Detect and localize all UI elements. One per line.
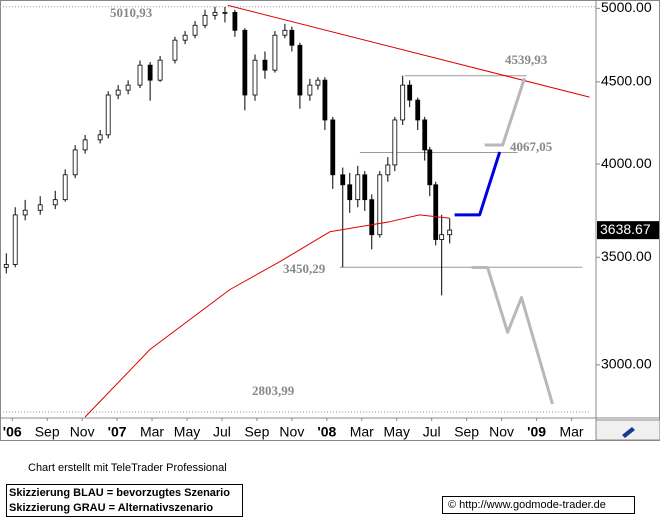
level-label: 5010,93 xyxy=(110,5,153,20)
last-price-label: 3638.67 xyxy=(600,221,651,237)
candle-body xyxy=(37,204,43,211)
candle-body xyxy=(82,139,88,151)
candle-body xyxy=(322,79,328,121)
candle-body xyxy=(137,64,143,86)
y-tick-label: 3000.00 xyxy=(601,356,652,372)
candle-body xyxy=(297,44,303,96)
level-label: 2803,99 xyxy=(252,383,295,398)
candle-body xyxy=(282,29,288,36)
y-tick-label: 4000.00 xyxy=(601,155,652,171)
x-tick-label: Nov xyxy=(70,424,95,440)
candle-body xyxy=(377,174,383,236)
candle-body xyxy=(447,229,453,236)
candle-body xyxy=(307,84,313,96)
legend-text: Skizzierung BLAU = bevorzugtes Szenario xyxy=(9,487,230,499)
candle-body xyxy=(400,84,406,121)
x-tick-label: '06 xyxy=(3,424,22,440)
candle-body xyxy=(347,184,353,201)
candle-body xyxy=(369,199,375,236)
candle-body xyxy=(355,174,361,201)
candle-body xyxy=(272,34,278,71)
candle-body xyxy=(97,134,103,141)
x-tick-label: May xyxy=(384,424,410,440)
x-tick-label: May xyxy=(174,424,200,440)
candle-body xyxy=(427,149,433,186)
level-label: 4539,93 xyxy=(505,52,548,67)
candle-body xyxy=(407,84,413,101)
x-tick-label: Mar xyxy=(140,424,164,440)
last-price-box xyxy=(597,221,659,240)
line-series xyxy=(84,214,450,418)
candle-body xyxy=(439,234,445,240)
candle-body xyxy=(52,199,58,206)
candle-body xyxy=(72,149,78,176)
candle-body xyxy=(105,94,111,136)
line-series xyxy=(471,266,554,405)
candle-body xyxy=(157,59,163,81)
candle-body xyxy=(385,164,391,176)
candle-body xyxy=(125,84,131,91)
candle-body xyxy=(422,119,428,151)
candle-body xyxy=(252,59,258,96)
candle-body xyxy=(315,79,321,86)
candle-body xyxy=(62,174,68,201)
candle-body xyxy=(433,184,439,240)
pencil-icon xyxy=(622,427,635,438)
line-series xyxy=(454,151,502,217)
x-tick-label: Sep xyxy=(244,424,269,440)
candle-body xyxy=(242,29,248,96)
candle-body xyxy=(222,11,228,14)
x-tick-label: Sep xyxy=(454,424,479,440)
y-tick-label: 5000.00 xyxy=(601,0,652,15)
candle-body xyxy=(415,99,421,121)
candle-body xyxy=(232,11,238,31)
candle-body xyxy=(212,11,218,16)
y-tick-label: 3500.00 xyxy=(601,248,652,264)
line-series xyxy=(227,4,590,98)
x-tick-label: '08 xyxy=(317,424,336,440)
x-tick-label: '09 xyxy=(527,424,546,440)
legend-box xyxy=(6,484,243,517)
x-tick-label: Mar xyxy=(559,424,583,440)
candle-body xyxy=(172,39,178,61)
line-series xyxy=(484,77,526,147)
url: © http://www.godmode-trader.de xyxy=(448,499,606,511)
x-tick-label: Nov xyxy=(279,424,304,440)
x-tick-label: '07 xyxy=(108,424,127,440)
candle-body xyxy=(3,264,9,268)
y-tick-label: 4500.00 xyxy=(601,73,652,89)
candle-body xyxy=(182,34,188,41)
candle-body xyxy=(115,89,121,96)
candle-body xyxy=(22,209,28,216)
candle-body xyxy=(262,59,268,71)
candle-body xyxy=(289,29,295,46)
frame xyxy=(0,0,660,441)
x-tick-label: Sep xyxy=(35,424,60,440)
x-tick-label: Jul xyxy=(423,424,441,440)
candle-body xyxy=(147,64,153,81)
x-tick-label: Nov xyxy=(489,424,514,440)
tool-button[interactable] xyxy=(595,419,660,441)
candle-body xyxy=(202,14,208,26)
candle-body xyxy=(362,174,368,201)
url-box xyxy=(442,496,635,514)
x-tick-label: Mar xyxy=(350,424,374,440)
level-label: 4067,05 xyxy=(510,139,553,154)
candle-body xyxy=(192,24,198,36)
level-label: 3450,29 xyxy=(283,261,326,276)
x-tick-label: Jul xyxy=(213,424,231,440)
legend-text: Skizzierung GRAU = Alternativszenario xyxy=(9,502,213,514)
candle-body xyxy=(330,119,336,176)
candle-body xyxy=(12,214,18,265)
candle-body xyxy=(392,119,398,166)
credit: Chart erstellt mit TeleTrader Profession… xyxy=(28,462,227,474)
candle-body xyxy=(340,174,346,186)
